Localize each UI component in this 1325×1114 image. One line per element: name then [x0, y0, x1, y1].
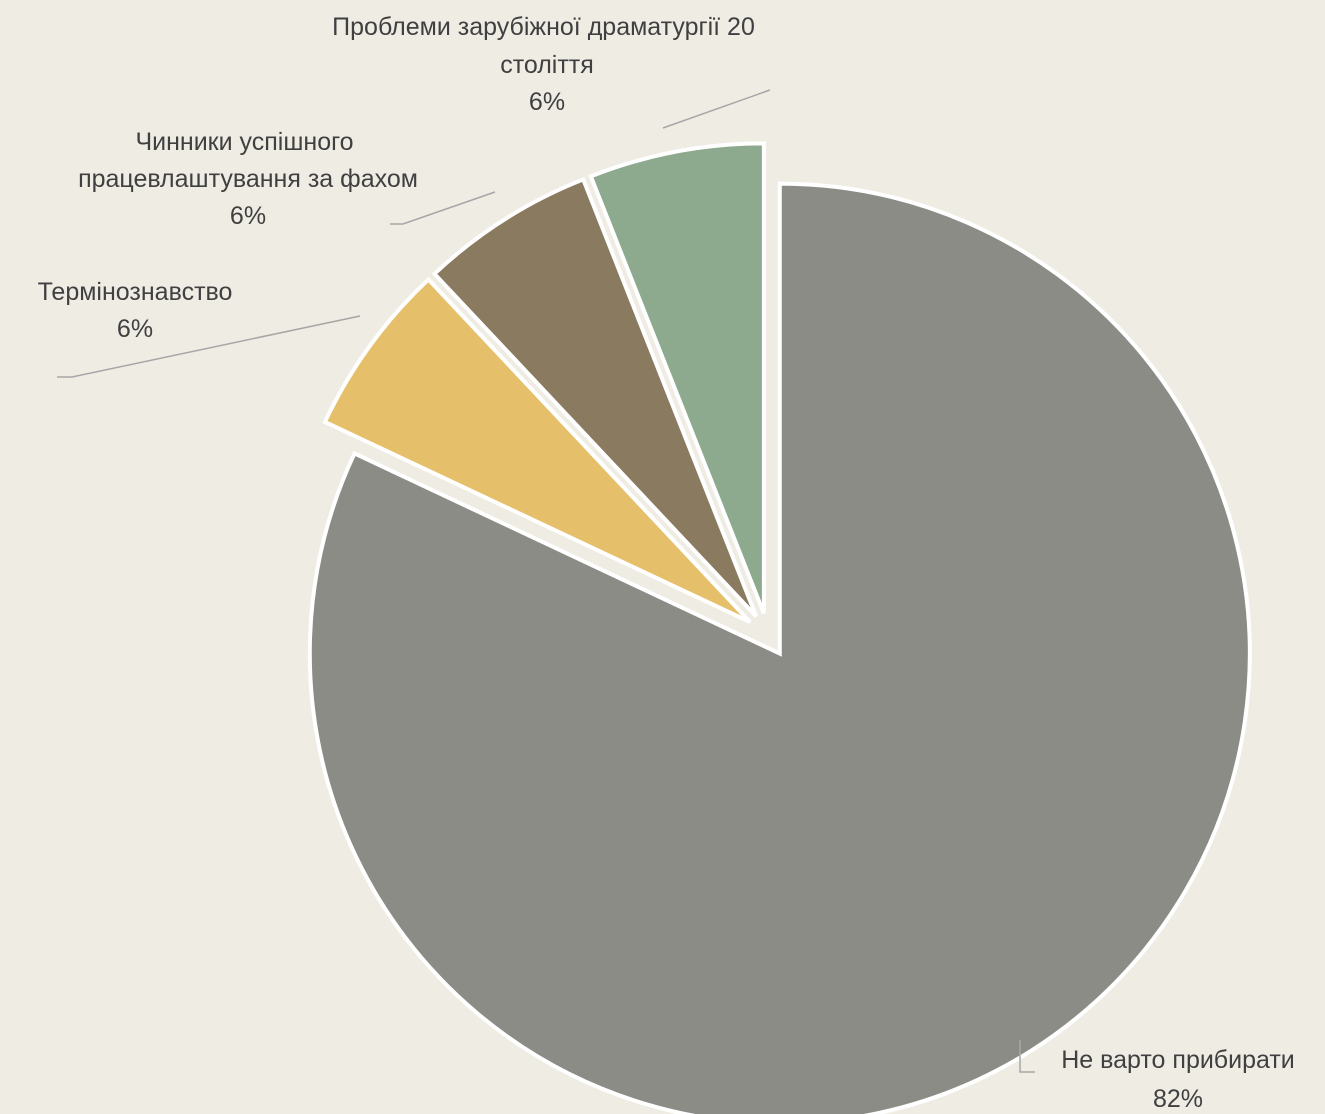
- slice-value-2: 6%: [230, 202, 266, 230]
- data-labels: Не варто прибирати 82% Термінознавство 6…: [38, 13, 1295, 1113]
- slice-label-3: Проблеми зарубіжної драматургії 20 столі…: [332, 13, 762, 79]
- leader-line-slice-3: [662, 89, 771, 129]
- slice-label-2: Чинники успішного працевлаштування за фа…: [78, 128, 418, 193]
- leader-line-slice-1: [57, 315, 361, 378]
- pie-slice-3: [588, 141, 766, 615]
- slice-value-1: 6%: [117, 315, 153, 343]
- pie-slices: [307, 141, 1252, 1114]
- pie-slice-2: [431, 176, 759, 618]
- slice-value-3: 6%: [529, 88, 565, 116]
- slice-label-1: Термінознавство: [38, 278, 233, 306]
- pie-slice-1: [322, 276, 752, 624]
- slice-value-0: 82%: [1153, 1085, 1203, 1113]
- leader-lines: [57, 89, 1035, 1073]
- slice-label-0: Не варто прибирати: [1061, 1046, 1295, 1074]
- pie-slice-0: [307, 181, 1252, 1114]
- leader-line-slice-2: [390, 191, 496, 225]
- leader-line-slice-0: [1019, 1040, 1035, 1073]
